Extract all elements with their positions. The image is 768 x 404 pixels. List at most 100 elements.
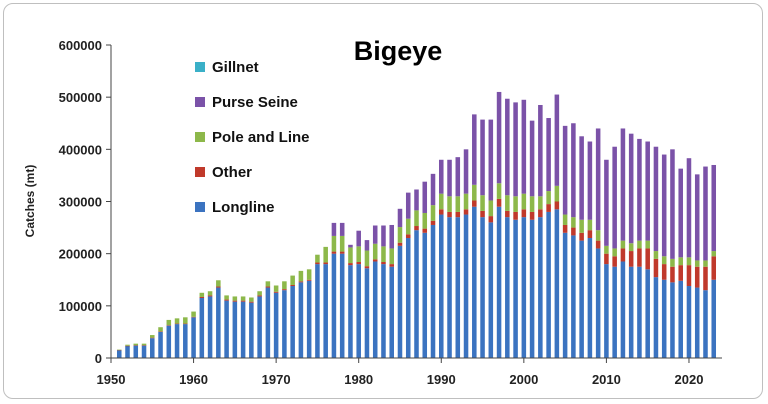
bar-other-1990 — [439, 209, 444, 215]
bar-purse-seine-2020 — [686, 158, 692, 258]
bar-pole-and-line-2017 — [661, 256, 667, 265]
bar-other-2018 — [670, 266, 675, 283]
bar-purse-seine-2003 — [546, 118, 551, 192]
bar-pole-and-line-1998 — [505, 195, 510, 211]
bar-other-1977 — [331, 251, 337, 254]
bar-other-2012 — [620, 248, 626, 262]
bar-longline-1991 — [447, 217, 452, 358]
bar-other-1980 — [356, 262, 361, 265]
bar-purse-seine-1992 — [455, 157, 461, 197]
bar-purse-seine-1998 — [505, 98, 510, 196]
bar-purse-seine-1989 — [430, 173, 436, 206]
bar-other-1967 — [249, 301, 254, 303]
bar-longline-2005 — [562, 232, 568, 358]
bar-longline-1977 — [331, 253, 337, 358]
bar-longline-1965 — [232, 301, 238, 358]
bar-other-2023 — [711, 256, 717, 280]
bar-other-2005 — [562, 224, 568, 233]
bar-other-1965 — [232, 300, 238, 302]
bar-longline-1987 — [414, 230, 419, 358]
bar-pole-and-line-2006 — [571, 217, 576, 228]
bar-other-1955 — [150, 337, 155, 339]
bar-longline-1972 — [290, 286, 295, 358]
bar-other-1996 — [488, 216, 494, 223]
bar-pole-and-line-1970 — [273, 285, 279, 292]
bar-other-2004 — [554, 201, 560, 210]
bar-purse-seine-2022 — [703, 166, 708, 261]
bar-other-1973 — [298, 281, 304, 283]
bar-longline-1990 — [439, 214, 444, 358]
bar-longline-2004 — [554, 209, 560, 358]
y-tick-label: 500000 — [59, 90, 102, 105]
bar-pole-and-line-2005 — [562, 214, 568, 225]
bar-longline-1970 — [273, 292, 279, 358]
bar-pole-and-line-1951 — [116, 349, 122, 351]
bar-longline-1951 — [116, 350, 122, 358]
bar-pole-and-line-1965 — [232, 296, 238, 301]
bar-longline-1988 — [422, 232, 428, 358]
bar-longline-2018 — [670, 282, 675, 358]
bar-longline-1964 — [224, 300, 229, 358]
bar-other-2017 — [661, 264, 667, 280]
bar-longline-1995 — [480, 217, 485, 358]
bar-pole-and-line-1969 — [265, 281, 271, 287]
bar-purse-seine-2005 — [562, 125, 568, 215]
bar-longline-1953 — [133, 345, 139, 358]
bar-other-1988 — [422, 228, 428, 233]
bar-pole-and-line-1979 — [348, 247, 353, 264]
bar-pole-and-line-1992 — [455, 196, 461, 212]
y-tick-label: 600000 — [59, 38, 102, 53]
bar-other-1971 — [282, 289, 287, 291]
bar-purse-seine-2014 — [637, 138, 642, 241]
bar-other-1975 — [315, 262, 320, 265]
bar-pole-and-line-2019 — [678, 257, 683, 266]
bar-other-2009 — [595, 240, 601, 249]
bar-longline-1963 — [216, 287, 221, 358]
bar-pole-and-line-2001 — [529, 196, 535, 212]
bar-other-1953 — [133, 345, 139, 346]
bar-pole-and-line-2010 — [604, 245, 609, 254]
bar-longline-1961 — [199, 298, 205, 358]
bar-other-2020 — [686, 265, 692, 287]
bar-longline-2016 — [653, 277, 659, 358]
x-tick-label: 1950 — [97, 372, 126, 387]
bar-longline-2009 — [595, 248, 601, 358]
bar-longline-1982 — [372, 261, 378, 358]
bar-purse-seine-2002 — [538, 104, 543, 197]
legend-swatch-pole-and-line — [195, 132, 205, 142]
bar-other-1997 — [496, 198, 502, 207]
bar-longline-2006 — [571, 235, 576, 358]
bar-longline-1956 — [158, 331, 163, 358]
bar-longline-1993 — [463, 214, 469, 358]
bar-purse-seine-1983 — [381, 225, 386, 247]
bar-purse-seine-2009 — [595, 128, 601, 231]
bar-other-1983 — [381, 262, 386, 265]
bar-longline-1973 — [298, 282, 304, 358]
bar-other-1995 — [480, 210, 485, 218]
bar-longline-1985 — [397, 245, 403, 358]
bar-longline-1952 — [125, 346, 130, 358]
bar-longline-1968 — [257, 296, 262, 358]
x-tick-label: 1960 — [179, 372, 208, 387]
bar-longline-2022 — [703, 290, 708, 358]
bar-other-2021 — [694, 266, 700, 288]
bar-pole-and-line-1996 — [488, 200, 494, 217]
bar-purse-seine-1977 — [331, 222, 337, 236]
bar-pole-and-line-2002 — [538, 196, 543, 210]
bar-other-2013 — [628, 251, 634, 267]
bar-pole-and-line-2003 — [546, 191, 551, 205]
bar-pole-and-line-2015 — [645, 240, 650, 249]
bar-purse-seine-1980 — [356, 230, 361, 247]
y-tick-label: 400000 — [59, 142, 102, 157]
bar-purse-seine-2023 — [711, 164, 717, 252]
bar-other-1992 — [455, 211, 461, 218]
bar-pole-and-line-1957 — [166, 319, 172, 326]
bar-longline-2014 — [637, 266, 642, 358]
bar-pole-and-line-1967 — [249, 297, 254, 302]
bar-pole-and-line-1997 — [496, 183, 502, 199]
bar-purse-seine-1985 — [397, 208, 403, 228]
bar-longline-1976 — [323, 264, 328, 358]
bar-other-2001 — [529, 211, 535, 220]
bar-purse-seine-1984 — [389, 224, 394, 249]
bar-purse-seine-2012 — [620, 128, 626, 241]
